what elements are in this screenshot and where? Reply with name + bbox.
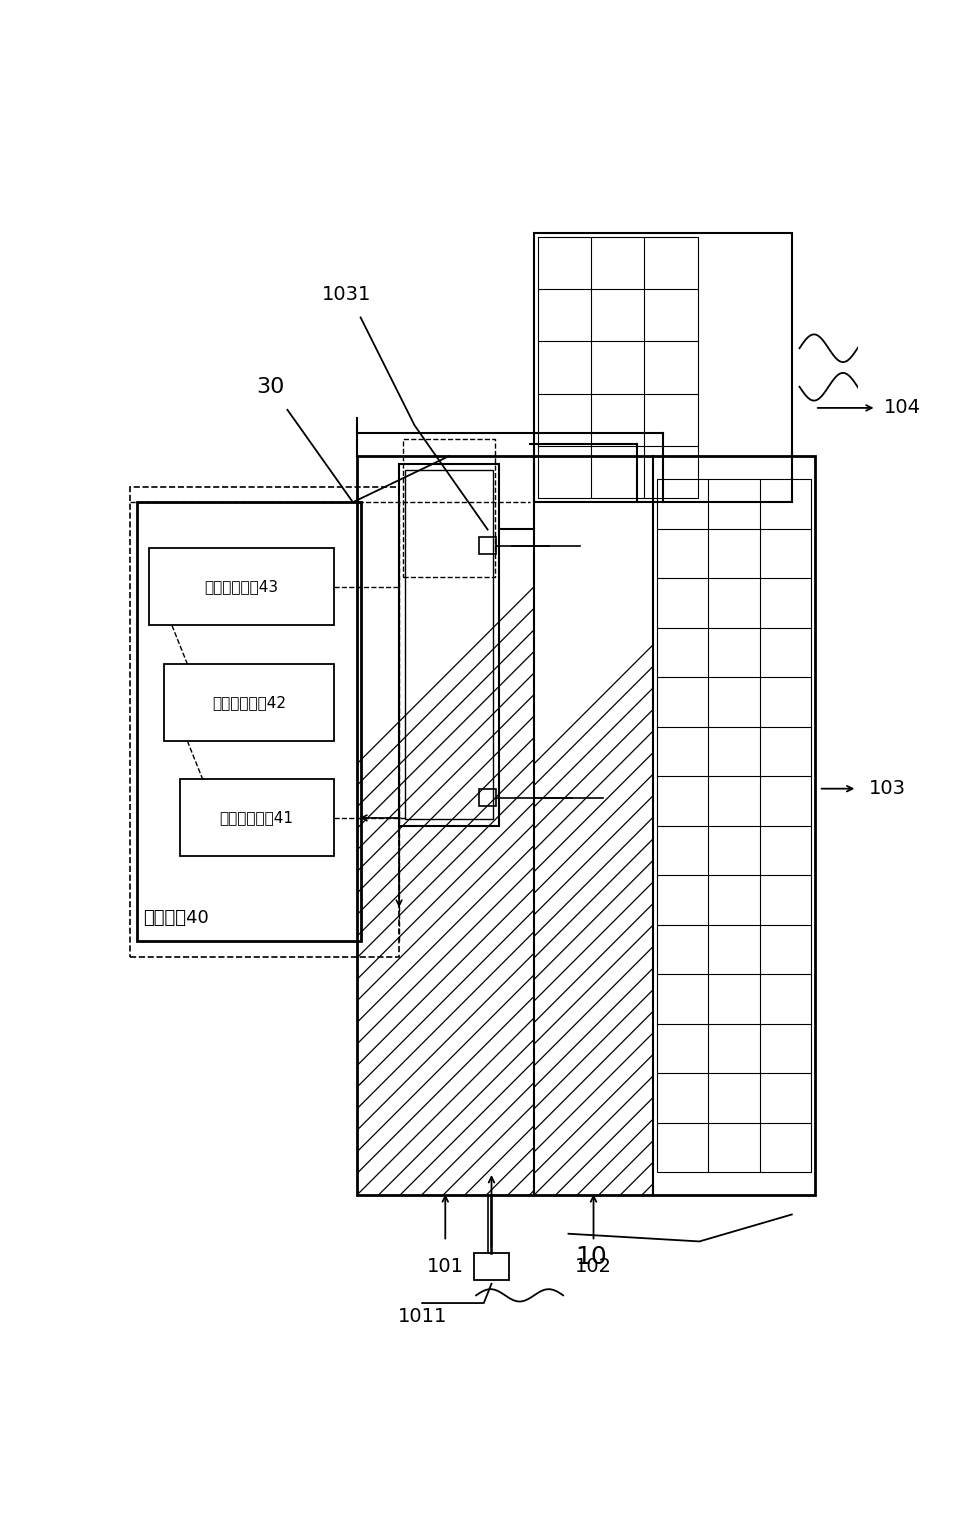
Bar <box>537 236 698 499</box>
Bar <box>479 537 496 555</box>
Bar <box>130 487 399 957</box>
Text: 10: 10 <box>576 1245 607 1269</box>
Bar <box>357 456 815 1195</box>
Bar <box>164 664 334 741</box>
Bar <box>402 438 495 578</box>
Bar <box>138 502 360 941</box>
Bar <box>405 470 493 820</box>
Text: 1011: 1011 <box>398 1307 446 1326</box>
Text: 104: 104 <box>884 399 922 417</box>
Bar <box>474 1254 509 1280</box>
Text: 101: 101 <box>426 1257 464 1276</box>
Text: 1031: 1031 <box>322 285 372 303</box>
Text: 信息执行单元43: 信息执行单元43 <box>205 579 278 594</box>
Bar <box>479 790 496 807</box>
Bar <box>399 464 499 826</box>
Text: 30: 30 <box>256 377 285 397</box>
Bar <box>657 479 811 1172</box>
Bar <box>149 549 334 626</box>
Text: 103: 103 <box>869 779 905 799</box>
Text: 102: 102 <box>575 1257 612 1276</box>
Text: 信息获取单元41: 信息获取单元41 <box>220 811 293 825</box>
Bar <box>533 233 792 502</box>
Text: 信息处理单元42: 信息处理单元42 <box>212 694 286 709</box>
Text: 控制中心40: 控制中心40 <box>143 910 209 928</box>
Bar <box>180 779 334 857</box>
